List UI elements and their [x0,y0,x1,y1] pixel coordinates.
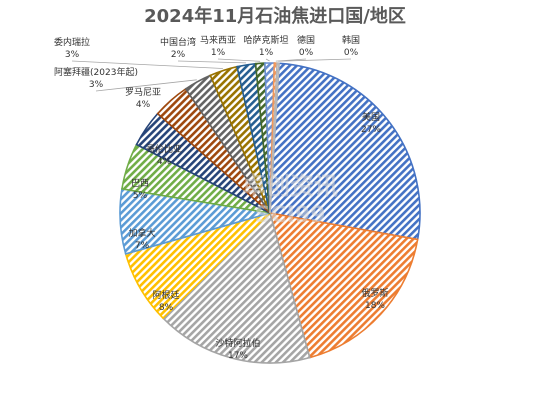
watermark: 卓创资讯 SCI99 [242,172,338,228]
pie-slice [269,62,421,241]
pie-slice [161,211,311,364]
pie-slices [119,62,421,364]
slice-percent-label: 27% [361,125,381,135]
slice-percent-label: 7% [135,241,150,251]
slice-name-label: 阿根廷 [152,289,179,301]
slice-percent-label: 17% [228,351,248,361]
slice-percent-label: 1% [211,48,226,58]
slice-name-label: 哥伦比亚 [146,143,182,155]
slice-percent-label: 18% [365,301,385,311]
slice-name-label: 沙特阿拉伯 [215,337,260,349]
pie-slice [269,62,280,214]
slice-name-label: 委内瑞拉 [54,36,90,48]
slice-percent-label: 3% [65,50,80,60]
slice-percent-label: 3% [89,80,104,90]
slice-name-label: 中国台湾 [160,36,196,48]
slice-percent-label: 5% [133,191,148,201]
leader-line [95,79,197,92]
slice-name-label: 德国 [297,34,315,46]
leader-line [265,58,270,62]
leader-line [71,60,223,69]
slice-name-label: 罗马尼亚 [125,87,161,98]
watermark-cn: 卓创资讯 [242,172,338,200]
leader-line [177,60,247,64]
slice-percent-label: 4% [136,100,151,110]
slice-name-label: 哈萨克斯坦 [243,34,288,46]
pie-slice [268,211,419,359]
slice-name-label: 阿塞拜疆(2023年起) [54,66,138,78]
chart-title: 2024年11月石油焦进口国/地区 [144,5,406,27]
slice-name-label: 美国 [362,111,380,123]
slice-percent-label: 0% [344,48,359,58]
slice-name-label: 马来西亚 [200,35,236,46]
slice-name-label: 加拿大 [128,227,155,239]
slice-name-label: 韩国 [342,34,360,46]
slice-percent-label: 2% [171,50,186,60]
slice-name-label: 俄罗斯 [361,287,388,299]
leader-line [278,58,352,62]
slice-labels: 美国 27% 俄罗斯 18% 沙特阿拉伯 17% 阿根廷 8% 加拿大 7% 巴西 5% 哥伦比亚 4% 罗… [54,34,389,361]
slice-percent-label: 8% [159,303,174,313]
slice-percent-label: 4% [157,157,172,167]
leader-line [217,58,261,62]
watermark-en: SCI99 [255,203,326,228]
slice-name-label: 巴西 [131,178,149,189]
slice-percent-label: 1% [259,48,274,58]
slice-percent-label: 0% [299,48,314,58]
leader-lines [71,58,352,92]
